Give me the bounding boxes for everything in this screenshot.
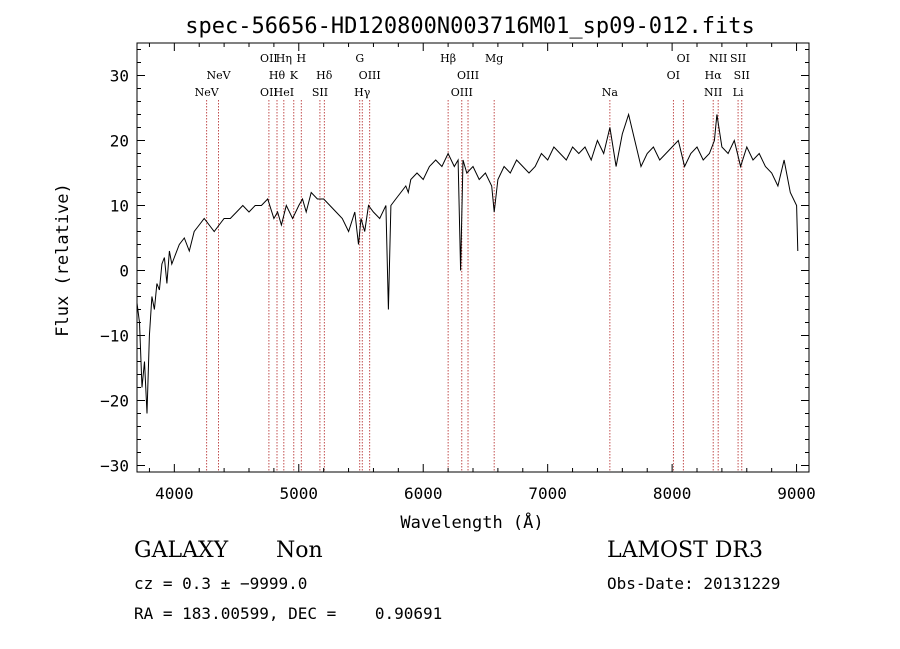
chart-title: spec-56656-HD120800N003716M01_sp09-012.f… [185,14,755,39]
redshift-cz: cz = 0.3 ± −9999.0 [134,574,308,593]
emission-line-labels: NeVNeVOIIOIIHθHηHeIKHSIIHδGHγOIIIHβOIIIO… [195,52,750,99]
x-tick-label: 4000 [155,484,194,503]
line-label: NII [704,86,722,99]
line-label: OI [667,69,680,82]
line-label: Hη [276,52,292,65]
y-axis-ticks: −30 −20 −10 0 10 20 30 [100,49,809,476]
line-label: K [290,69,299,82]
line-label: H [296,52,306,65]
line-label: Hβ [440,52,456,65]
object-subclass: Non [276,538,323,563]
line-label: SII [312,86,328,99]
x-axis-label: Wavelength (Å) [400,511,543,533]
x-tick-label: 7000 [528,484,567,503]
spectrum-line [136,112,799,414]
coordinates: RA = 183.00599, DEC = 0.90691 [134,604,443,623]
object-class: GALAXY [134,538,229,563]
line-label: G [355,52,364,65]
x-tick-label: 8000 [653,484,692,503]
y-tick-label: −10 [100,327,129,346]
line-label: OIII [457,69,479,82]
y-tick-label: −30 [100,457,129,476]
line-label: Na [602,86,619,99]
x-tick-label: 5000 [280,484,319,503]
line-label: SII [734,69,750,82]
y-tick-label: −20 [100,392,129,411]
line-label: Hα [705,69,723,82]
y-tick-label: 30 [110,67,129,86]
emission-line-markers [206,100,743,472]
line-label: OIII [359,69,381,82]
line-label: HeI [274,86,294,99]
y-tick-label: 0 [119,262,129,281]
line-label: OI [677,52,690,65]
line-label: NeV [206,69,231,82]
line-label: Mg [485,52,503,65]
line-label: NeV [195,86,220,99]
line-label: Hγ [354,86,371,99]
line-label: Li [733,86,744,99]
y-tick-label: 20 [110,132,129,151]
line-label: NII [709,52,727,65]
line-label: Hθ [269,69,286,82]
x-axis-ticks: 4000 5000 6000 7000 8000 9000 [148,43,816,503]
line-label: Hδ [316,69,333,82]
survey-name: LAMOST DR3 [607,538,763,563]
x-tick-label: 6000 [404,484,443,503]
line-label: OIII [451,86,473,99]
obs-date: Obs-Date: 20131229 [607,574,781,593]
plot-frame [136,42,810,473]
line-label: OII [260,52,278,65]
line-label: OII [260,86,278,99]
y-axis-label: Flux (relative) [53,183,73,337]
x-tick-label: 9000 [777,484,816,503]
line-label: SII [730,52,746,65]
y-tick-label: 10 [110,197,129,216]
